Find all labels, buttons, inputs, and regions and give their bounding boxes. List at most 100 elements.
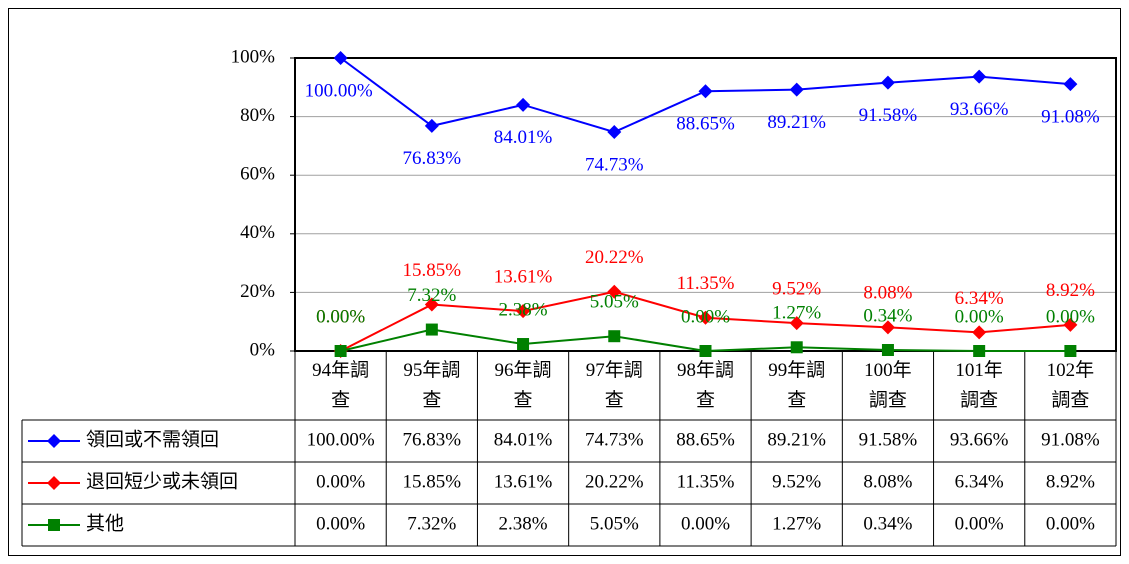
marker (881, 344, 894, 357)
table-cell: 2.38% (499, 513, 548, 534)
legend-marker (47, 476, 61, 490)
table-cell: 89.21% (767, 429, 826, 450)
x-tick-label: 95年調查 (403, 360, 461, 411)
data-label: 74.73% (585, 154, 644, 175)
y-tick-label: 20% (240, 281, 275, 302)
x-tick-label: 101年調查 (955, 360, 1003, 411)
table-cell: 84.01% (494, 429, 553, 450)
data-label: 0.00% (316, 306, 365, 327)
y-tick-label: 40% (240, 222, 275, 243)
marker (334, 345, 347, 357)
table-cell: 15.85% (403, 471, 462, 492)
data-label: 93.66% (950, 99, 1009, 120)
data-label: 2.38% (499, 299, 548, 320)
table-cell: 0.00% (316, 513, 365, 534)
data-label: 88.65% (676, 114, 735, 135)
marker (789, 82, 804, 97)
y-tick-label: 0% (250, 339, 276, 360)
data-label: 20.22% (585, 247, 644, 268)
data-label: 91.08% (1041, 106, 1100, 127)
marker (607, 125, 622, 140)
data-label: 15.85% (403, 260, 462, 281)
data-label: 8.08% (863, 283, 912, 304)
table-cell: 9.52% (772, 471, 821, 492)
marker (424, 118, 439, 133)
x-tick-label: 96年調查 (494, 360, 552, 411)
data-label: 0.34% (863, 305, 912, 326)
x-tick-label: 99年調查 (768, 360, 826, 411)
table-cell: 5.05% (590, 513, 639, 534)
marker (880, 320, 895, 335)
table-cell: 88.65% (676, 429, 735, 450)
table-cell: 91.08% (1041, 429, 1100, 450)
marker (698, 84, 713, 99)
data-label: 0.00% (955, 306, 1004, 327)
marker (789, 316, 804, 331)
data-label: 0.00% (316, 306, 365, 327)
legend-label: 其他 (86, 512, 124, 534)
y-tick-label: 60% (240, 164, 275, 185)
data-label: 89.21% (767, 112, 826, 133)
table-cell: 0.00% (955, 513, 1004, 534)
data-label: 0.00% (1046, 306, 1095, 327)
marker (790, 341, 803, 354)
marker (972, 69, 987, 84)
legend-marker (47, 434, 61, 448)
table-cell: 93.66% (950, 429, 1009, 450)
legend-label: 退回短少或未領回 (86, 470, 238, 492)
data-label: 84.01% (494, 127, 553, 148)
table-cell: 91.58% (859, 429, 918, 450)
marker (333, 51, 348, 65)
y-tick-label: 80% (240, 105, 275, 126)
x-tick-label: 102年調查 (1046, 360, 1095, 411)
data-label: 5.05% (590, 292, 639, 313)
y-tick-label: 100% (231, 46, 276, 67)
marker (973, 345, 986, 357)
outer-border (8, 8, 1121, 556)
x-tick-label: 94年調查 (312, 360, 370, 411)
data-label: 1.27% (772, 303, 821, 324)
table-cell: 8.92% (1046, 471, 1095, 492)
table-cell: 100.00% (307, 429, 375, 450)
table-cell: 1.27% (772, 513, 821, 534)
marker (972, 325, 987, 340)
marker (699, 345, 712, 357)
marker (425, 323, 438, 336)
data-label: 9.52% (772, 278, 821, 299)
table-cell: 0.34% (863, 513, 912, 534)
data-label: 8.92% (1046, 280, 1095, 301)
data-label: 0.00% (681, 306, 730, 327)
marker (607, 284, 622, 299)
data-label: 76.83% (403, 148, 462, 169)
data-label: 11.35% (677, 273, 735, 294)
table-cell: 7.32% (407, 513, 456, 534)
table-cell: 11.35% (677, 471, 735, 492)
x-tick-label: 98年調查 (676, 360, 734, 411)
x-tick-label: 100年調查 (864, 360, 912, 411)
data-label: 91.58% (859, 105, 918, 126)
table-cell: 13.61% (494, 471, 553, 492)
marker (516, 97, 531, 112)
marker (517, 338, 530, 351)
data-label: 100.00% (305, 80, 373, 101)
legend-label: 領回或不需領回 (86, 428, 219, 450)
table-cell: 6.34% (955, 471, 1004, 492)
marker (880, 75, 895, 90)
marker (608, 330, 621, 343)
marker (1063, 317, 1078, 332)
table-cell: 76.83% (403, 429, 462, 450)
table-cell: 0.00% (1046, 513, 1095, 534)
table-cell: 0.00% (316, 471, 365, 492)
data-label: 13.61% (494, 266, 553, 287)
table-cell: 74.73% (585, 429, 644, 450)
data-label: 7.32% (407, 285, 456, 306)
data-label: 6.34% (955, 288, 1004, 309)
marker (1064, 345, 1077, 357)
marker (698, 310, 713, 325)
x-tick-label: 97年調查 (585, 360, 643, 411)
legend-marker (48, 519, 60, 531)
marker (516, 304, 531, 319)
marker (1063, 77, 1078, 92)
